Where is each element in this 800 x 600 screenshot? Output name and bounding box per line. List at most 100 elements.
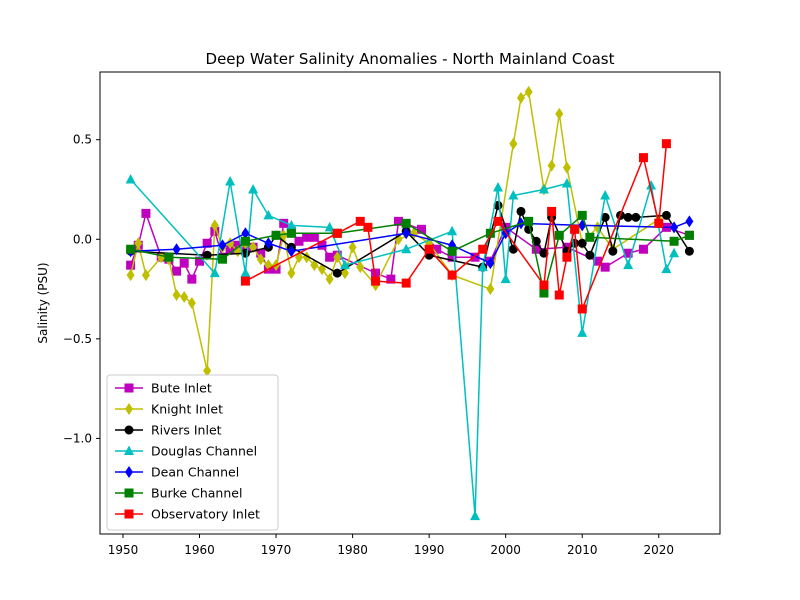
data-point xyxy=(402,227,411,240)
data-point xyxy=(585,232,595,242)
data-point xyxy=(240,267,251,278)
legend-item: Dean Channel xyxy=(115,465,239,480)
data-point xyxy=(126,269,135,282)
legend-box xyxy=(106,374,279,531)
chart-title: Deep Water Salinity Anomalies - North Ma… xyxy=(206,50,615,68)
data-point xyxy=(585,250,595,260)
data-point xyxy=(263,209,274,220)
data-point xyxy=(508,189,519,200)
data-point xyxy=(547,206,557,216)
data-point xyxy=(600,262,610,272)
data-point xyxy=(126,244,136,254)
data-point xyxy=(561,178,572,188)
data-point xyxy=(264,237,273,250)
data-point xyxy=(555,107,564,120)
series-line xyxy=(129,91,660,372)
data-point xyxy=(286,219,297,230)
data-point xyxy=(516,91,525,104)
data-point xyxy=(202,250,212,260)
data-point xyxy=(241,227,250,240)
data-point xyxy=(324,221,335,232)
legend-item: Burke Channel xyxy=(115,486,242,501)
data-point xyxy=(516,206,526,216)
data-point xyxy=(271,230,281,240)
data-point xyxy=(203,364,212,377)
data-point xyxy=(202,238,212,248)
data-point xyxy=(432,244,442,254)
data-point xyxy=(638,244,648,254)
data-point xyxy=(486,283,495,296)
x-tick-label: 1980 xyxy=(337,543,368,557)
data-point xyxy=(172,266,182,276)
data-point xyxy=(646,180,657,190)
legend-marker xyxy=(125,466,133,478)
data-point xyxy=(172,289,181,302)
data-point xyxy=(356,261,365,274)
legend-marker xyxy=(124,445,134,455)
data-point xyxy=(195,256,205,266)
data-point xyxy=(279,229,288,242)
data-point xyxy=(684,246,694,256)
data-point xyxy=(218,239,227,252)
series-5 xyxy=(126,210,694,298)
x-tick-label: 1950 xyxy=(108,543,139,557)
series-6 xyxy=(240,139,671,314)
data-point xyxy=(134,237,143,250)
data-point xyxy=(623,212,633,222)
data-point xyxy=(554,230,564,240)
y-axis-label: Salinity (PSU) xyxy=(36,262,50,343)
data-point xyxy=(485,228,495,238)
data-point xyxy=(279,218,289,228)
data-point xyxy=(240,276,250,286)
data-point xyxy=(623,248,633,258)
data-point xyxy=(355,216,365,226)
data-point xyxy=(217,254,227,264)
data-point xyxy=(547,159,556,172)
legend-item: Douglas Channel xyxy=(115,444,257,459)
data-point xyxy=(577,327,588,337)
data-point xyxy=(577,210,587,220)
legend-item: Rivers Inlet xyxy=(115,423,222,438)
legend-marker xyxy=(124,383,134,393)
data-point xyxy=(577,304,587,314)
data-point xyxy=(669,236,679,246)
data-point xyxy=(332,268,342,278)
data-point xyxy=(157,251,166,264)
data-point xyxy=(333,251,342,264)
data-point xyxy=(325,252,335,262)
data-point xyxy=(416,224,426,234)
data-point xyxy=(631,212,641,222)
data-point xyxy=(477,261,488,272)
data-point xyxy=(325,273,334,286)
legend-item: Knight Inlet xyxy=(115,402,223,417)
data-point xyxy=(287,267,296,280)
data-point xyxy=(470,252,480,262)
data-point xyxy=(593,256,603,266)
legend-marker xyxy=(124,509,134,519)
data-point xyxy=(187,274,197,284)
data-point xyxy=(447,225,458,236)
data-point xyxy=(141,269,150,282)
data-point xyxy=(172,243,181,256)
data-point xyxy=(478,244,488,254)
data-point xyxy=(126,260,136,270)
data-point xyxy=(562,161,571,174)
data-point xyxy=(539,288,549,298)
x-tick-label: 1960 xyxy=(184,543,215,557)
data-point xyxy=(309,232,319,242)
legend-label: Knight Inlet xyxy=(151,402,223,417)
data-point xyxy=(287,245,296,258)
data-point xyxy=(562,252,572,262)
data-point xyxy=(371,268,381,278)
legend-item: Bute Inlet xyxy=(115,381,212,396)
data-point xyxy=(608,246,618,256)
data-point xyxy=(661,210,671,220)
data-point xyxy=(332,228,342,238)
data-point xyxy=(661,263,672,274)
data-point xyxy=(531,244,541,254)
data-point xyxy=(348,241,357,254)
data-point xyxy=(125,174,136,184)
data-point xyxy=(447,270,457,280)
data-point xyxy=(685,215,694,228)
x-tick-label: 2000 xyxy=(490,543,521,557)
